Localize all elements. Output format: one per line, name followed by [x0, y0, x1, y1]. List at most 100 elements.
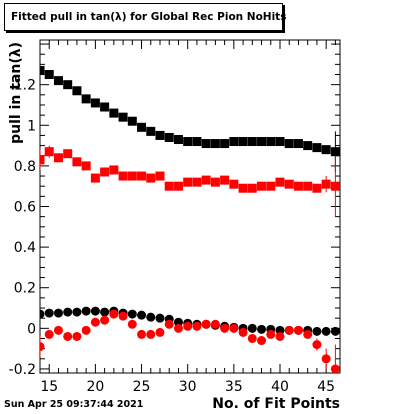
- data-point-circle: [90, 317, 100, 327]
- data-point-circle: [127, 309, 137, 319]
- data-point-square: [210, 139, 220, 149]
- x-tick-label: 20: [86, 379, 104, 395]
- data-point-square: [118, 112, 128, 122]
- data-point-square: [173, 134, 183, 144]
- data-point-circle: [155, 313, 165, 323]
- series-3: [40, 309, 340, 373]
- data-point-square: [72, 86, 82, 96]
- data-point-circle: [275, 331, 285, 341]
- data-point-square: [238, 183, 248, 193]
- data-point-circle: [164, 319, 174, 329]
- x-tick-label: 30: [179, 379, 197, 395]
- data-point-circle: [210, 319, 220, 329]
- data-point-square: [53, 153, 63, 163]
- data-point-square: [238, 137, 248, 147]
- timestamp: Sun Apr 25 09:37:44 2021: [4, 399, 144, 410]
- data-point-circle: [100, 315, 110, 325]
- data-point-square: [127, 116, 137, 126]
- data-point-square: [155, 171, 165, 181]
- y-tick-label: 0.4: [14, 240, 36, 256]
- data-point-square: [183, 137, 193, 147]
- data-point-circle: [72, 307, 82, 317]
- data-point-square: [303, 181, 313, 191]
- data-point-square: [63, 149, 73, 159]
- data-point-square: [257, 181, 267, 191]
- data-point-square: [146, 126, 156, 136]
- data-point-circle: [53, 325, 63, 335]
- x-tick-label: 25: [133, 379, 151, 395]
- data-point-circle: [44, 308, 54, 318]
- data-point-square: [229, 179, 239, 189]
- data-point-circle: [293, 325, 303, 335]
- data-point-square: [100, 102, 110, 112]
- y-tick-label: -0.2: [9, 362, 36, 378]
- chart-title: Fitted pull in tan(λ) for Global Rec Pio…: [11, 11, 287, 23]
- data-point-square: [81, 161, 91, 171]
- data-point-square: [330, 147, 340, 157]
- data-point-square: [44, 70, 54, 80]
- data-point-square: [220, 175, 230, 185]
- data-point-square: [118, 171, 128, 181]
- data-point-circle: [321, 326, 331, 336]
- y-tick-label: 0: [27, 321, 36, 337]
- data-point-circle: [146, 312, 156, 322]
- data-point-circle: [284, 325, 294, 335]
- data-point-square: [201, 139, 211, 149]
- data-point-circle: [303, 329, 313, 339]
- data-point-square: [63, 80, 73, 90]
- data-point-square: [100, 167, 110, 177]
- data-point-square: [40, 65, 45, 75]
- data-point-circle: [137, 329, 147, 339]
- data-point-circle: [63, 331, 73, 341]
- data-point-square: [220, 139, 230, 149]
- data-point-circle: [90, 306, 100, 316]
- data-layer: [40, 65, 340, 373]
- data-point-square: [90, 98, 100, 108]
- data-point-square: [127, 171, 137, 181]
- data-point-circle: [312, 340, 322, 350]
- data-point-circle: [220, 323, 230, 333]
- data-point-square: [109, 165, 119, 175]
- data-point-circle: [109, 309, 119, 319]
- data-point-square: [321, 145, 331, 155]
- data-point-circle: [81, 306, 91, 316]
- data-point-square: [275, 137, 285, 147]
- data-point-circle: [81, 325, 91, 335]
- data-point-square: [155, 130, 165, 140]
- data-point-square: [192, 137, 202, 147]
- y-axis-label: pull in tan(λ): [8, 42, 24, 144]
- data-point-square: [229, 137, 239, 147]
- data-point-circle: [257, 324, 267, 334]
- data-point-square: [293, 181, 303, 191]
- data-point-circle: [44, 329, 54, 339]
- data-point-square: [109, 108, 119, 118]
- data-point-square: [173, 181, 183, 191]
- x-tick-label: 35: [225, 379, 243, 395]
- data-point-square: [137, 171, 147, 181]
- y-tick-label: 1: [27, 118, 36, 134]
- data-point-circle: [137, 310, 147, 320]
- data-point-circle: [40, 342, 45, 352]
- data-point-square: [266, 137, 276, 147]
- data-point-circle: [257, 336, 267, 346]
- x-tick-label: 40: [271, 379, 289, 395]
- y-tick-label: 0.8: [14, 159, 36, 175]
- data-point-circle: [100, 307, 110, 317]
- data-point-circle: [238, 327, 248, 337]
- data-point-square: [321, 179, 331, 189]
- data-point-circle: [247, 333, 257, 343]
- data-point-circle: [53, 308, 63, 318]
- data-point-circle: [173, 323, 183, 333]
- data-point-square: [284, 179, 294, 189]
- data-point-circle: [330, 364, 340, 373]
- series-0: [40, 65, 340, 172]
- data-point-square: [137, 122, 147, 132]
- data-point-square: [247, 137, 257, 147]
- series-1: [40, 145, 340, 217]
- data-point-square: [192, 177, 202, 187]
- data-point-square: [72, 157, 82, 167]
- data-point-square: [40, 155, 45, 165]
- data-point-circle: [155, 327, 165, 337]
- data-point-square: [303, 141, 313, 151]
- data-point-square: [210, 177, 220, 187]
